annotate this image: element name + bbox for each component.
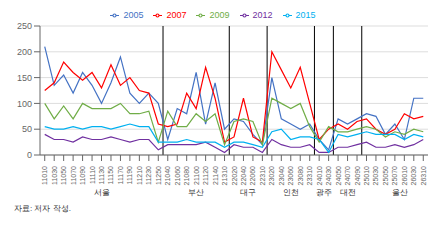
svg-text:대전: 대전	[340, 188, 356, 197]
svg-text:22310: 22310	[259, 166, 266, 186]
svg-text:23020: 23020	[268, 166, 275, 186]
svg-text:22060: 22060	[249, 166, 256, 186]
html-text:2015: 2015	[295, 10, 316, 20]
svg-text:광주: 광주	[316, 188, 332, 197]
svg-text:21040: 21040	[164, 166, 171, 186]
html-text:2007: 2007	[166, 10, 187, 20]
svg-text:23080: 23080	[297, 166, 304, 186]
svg-text:21140: 21140	[212, 166, 219, 185]
svg-text:250: 250	[17, 21, 32, 31]
html-text:2012: 2012	[252, 10, 273, 20]
svg-text:11010: 11010	[41, 166, 48, 185]
svg-text:24050: 24050	[335, 166, 342, 186]
svg-text:100: 100	[17, 99, 32, 109]
svg-text:24030: 24030	[325, 166, 332, 186]
svg-text:23060: 23060	[287, 166, 294, 186]
svg-text:11110: 11110	[89, 166, 96, 184]
svg-text:24010: 24010	[316, 166, 323, 186]
svg-text:26310: 26310	[420, 166, 427, 186]
svg-text:21100: 21100	[193, 166, 200, 185]
svg-text:11190: 11190	[126, 166, 133, 185]
svg-text:22020: 22020	[231, 166, 238, 186]
svg-text:11250: 11250	[155, 166, 162, 185]
svg-text:서울: 서울	[94, 188, 110, 197]
svg-text:11030: 11030	[51, 166, 58, 185]
svg-text:24090: 24090	[354, 166, 361, 186]
svg-text:0: 0	[27, 150, 32, 160]
svg-text:24070: 24070	[344, 166, 351, 186]
svg-text:150: 150	[17, 73, 32, 83]
svg-text:23040: 23040	[278, 166, 285, 186]
svg-text:대구: 대구	[240, 188, 256, 197]
html-text:자료: 저자 작성.: 자료: 저자 작성.	[14, 204, 71, 213]
html-text:2005: 2005	[123, 10, 144, 20]
svg-text:11170: 11170	[117, 166, 124, 185]
svg-text:11230: 11230	[145, 166, 152, 185]
svg-text:25070: 25070	[391, 166, 398, 186]
svg-text:25050: 25050	[382, 166, 389, 186]
svg-text:26010: 26010	[401, 166, 408, 186]
svg-text:25030: 25030	[372, 166, 379, 186]
svg-text:11050: 11050	[60, 166, 67, 185]
svg-text:11130: 11130	[98, 166, 105, 185]
svg-text:21060: 21060	[174, 166, 181, 186]
svg-text:11070: 11070	[70, 166, 77, 185]
svg-text:50: 50	[22, 124, 32, 134]
svg-text:11090: 11090	[79, 166, 86, 185]
svg-text:25010: 25010	[363, 166, 370, 186]
svg-text:22040: 22040	[240, 166, 247, 186]
svg-text:인천: 인천	[283, 188, 299, 197]
svg-text:11150: 11150	[107, 166, 114, 185]
svg-text:21080: 21080	[183, 166, 190, 186]
svg-text:200: 200	[17, 47, 32, 57]
html-text:2009: 2009	[209, 10, 230, 20]
svg-text:부산: 부산	[188, 188, 204, 197]
svg-text:울산: 울산	[392, 188, 408, 197]
svg-text:21120: 21120	[202, 166, 209, 185]
svg-text:26030: 26030	[410, 166, 417, 186]
svg-text:11210: 11210	[136, 166, 143, 185]
svg-text:21310: 21310	[221, 166, 228, 186]
svg-text:23310: 23310	[306, 166, 313, 186]
